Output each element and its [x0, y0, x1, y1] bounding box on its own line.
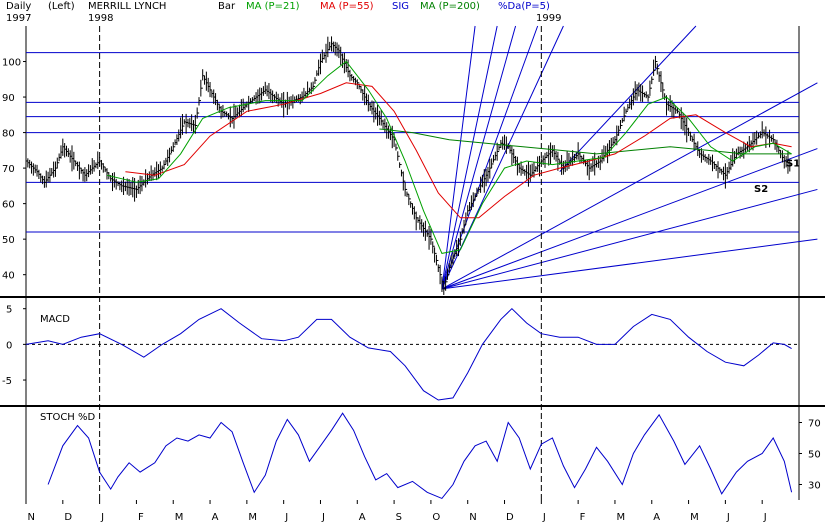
price-y-tick-label: 70 [2, 164, 15, 175]
month-label: N [469, 512, 476, 523]
year-divider-lines [99, 26, 542, 500]
stoch-y-tick-label: 30 [808, 481, 821, 492]
fan-line [441, 25, 539, 290]
ma200-legend: MA (P=200) [420, 1, 480, 12]
horizontal-levels [26, 52, 799, 233]
chart-header: Daily (Left) MERRILL LYNCH Bar MA (P=21)… [0, 0, 825, 26]
pctd-legend: %Da(P=5) [498, 1, 550, 12]
chart-style-label: Bar [218, 1, 236, 12]
year-1999-label: 1999 [536, 13, 562, 24]
month-label: D [506, 512, 514, 523]
month-label: F [138, 512, 144, 523]
price-bars [25, 36, 792, 295]
trend-line [559, 25, 697, 172]
sig-legend: SIG [392, 1, 410, 12]
month-label: S [396, 512, 402, 523]
macd-y-tick-label: -5 [2, 376, 12, 387]
ma21-line [106, 60, 792, 254]
fan-line [441, 25, 498, 289]
year-1998-label: 1998 [88, 13, 114, 24]
month-label: J [542, 512, 546, 523]
year-1997-label: 1997 [6, 13, 32, 24]
fan-line [441, 25, 517, 290]
panel-separator-2 [0, 405, 825, 407]
panel-frames [0, 26, 825, 500]
stoch-title: STOCH %D [40, 412, 96, 423]
stoch-y-tick-label: 70 [808, 419, 821, 430]
ma21-legend: MA (P=21) [246, 1, 300, 12]
macd-y-tick-label: 5 [6, 305, 12, 316]
period-label: Daily [6, 1, 32, 12]
month-label: A [212, 512, 219, 523]
month-label: N [28, 512, 35, 523]
fan-line [441, 25, 476, 289]
month-label: D [64, 512, 72, 523]
month-label: M [175, 512, 184, 523]
scale-label: (Left) [48, 1, 75, 12]
price-y-tick-label: 100 [2, 58, 21, 69]
stoch-y-tick-label: 50 [808, 450, 821, 461]
month-label: J [284, 512, 288, 523]
month-label: A [359, 512, 366, 523]
month-label: F [580, 512, 586, 523]
month-label: M [248, 512, 257, 523]
price-y-tick-label: 80 [2, 129, 15, 140]
price-y-tick-label: 60 [2, 200, 15, 211]
s1-annotation: S1 [786, 159, 800, 170]
month-label: J [726, 512, 730, 523]
indicator-lines [25, 308, 799, 500]
symbol-label: MERRILL LYNCH [88, 1, 167, 12]
price-y-tick-label: 90 [2, 93, 15, 104]
month-label: J [100, 512, 104, 523]
moving-averages [106, 60, 792, 254]
s2-annotation: S2 [754, 184, 768, 195]
month-label: A [653, 512, 660, 523]
month-label: O [432, 512, 440, 523]
month-label: M [616, 512, 625, 523]
month-label: J [763, 512, 767, 523]
fan-line [441, 148, 818, 290]
fan-line [441, 82, 818, 290]
ma55-legend: MA (P=55) [320, 1, 374, 12]
fan-line [441, 188, 818, 290]
macd-y-tick-label: 0 [6, 340, 12, 351]
stoch-line [47, 412, 793, 500]
price-y-tick-label: 50 [2, 235, 15, 246]
fan-line [441, 238, 818, 290]
ma55-line [125, 82, 792, 219]
month-label: M [690, 512, 699, 523]
panel-separator-1 [0, 296, 825, 298]
macd-title: MACD [40, 314, 70, 325]
month-label: J [321, 512, 325, 523]
price-y-tick-label: 40 [2, 271, 15, 282]
macd-line [25, 308, 792, 401]
fan-lines [441, 25, 818, 290]
